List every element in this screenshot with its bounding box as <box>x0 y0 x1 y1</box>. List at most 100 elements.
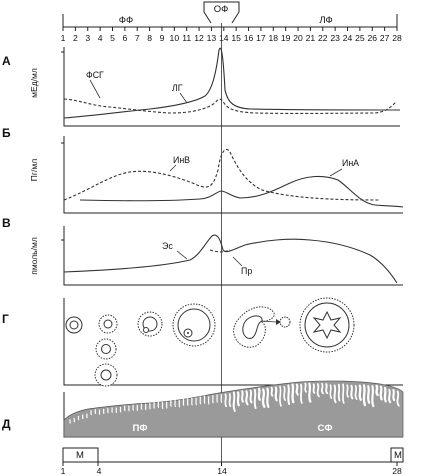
panel-g: Г <box>2 297 403 387</box>
ovulation-phase-box <box>203 1 240 24</box>
inhibin-b-curve <box>63 148 381 201</box>
progesterone-leader <box>232 256 243 267</box>
day-label: 16 <box>244 33 254 43</box>
inhibin-a-curve <box>79 175 404 208</box>
endometrial-gland <box>342 383 345 404</box>
phase-ovulation-label: ОФ <box>214 4 229 15</box>
ovulation-arrow <box>261 320 277 323</box>
day-label: 26 <box>367 33 377 43</box>
day-label: 8 <box>147 33 152 43</box>
panel-b-axes <box>63 136 403 214</box>
endometrial-gland <box>337 383 341 402</box>
endometrial-gland <box>304 382 308 393</box>
graafian-follicle <box>172 303 216 347</box>
endometrial-gland <box>266 387 270 408</box>
panel-g-letter: Г <box>2 312 9 326</box>
bottom-axis: М М 1 4 14 28 <box>61 447 404 476</box>
panel-b: Б Пг/мл ИнВ ИнА <box>2 126 404 214</box>
endometrial-gland <box>261 388 266 408</box>
endometrial-gland <box>312 383 316 394</box>
ovulation-arrow-head <box>276 319 281 325</box>
day-label: 27 <box>380 33 390 43</box>
inhibin-b-leader <box>169 164 177 172</box>
bottom-label-14: 14 <box>217 466 227 476</box>
endometrial-gland <box>287 384 291 405</box>
day-label: 18 <box>269 33 279 43</box>
day-label: 9 <box>160 33 165 43</box>
day-label: 7 <box>135 33 140 43</box>
bottom-label-4: 4 <box>97 466 102 476</box>
endometrium-label-secretory: СФ <box>318 423 333 434</box>
panel-v-axes <box>63 226 403 286</box>
panel-a-letter: А <box>2 54 11 68</box>
endometrial-gland <box>375 384 379 397</box>
endometrial-gland <box>291 383 295 404</box>
endometrial-gland <box>308 382 312 403</box>
estrogen-label: Эс <box>162 241 173 251</box>
endometrial-gland <box>362 384 367 407</box>
endometrial-gland <box>316 383 320 398</box>
bottom-label-1: 1 <box>61 466 66 476</box>
lh-leader <box>179 92 188 104</box>
endometrial-gland <box>274 386 278 402</box>
endometrial-gland <box>257 387 261 401</box>
panel-a-axes <box>63 47 400 127</box>
day-label: 17 <box>256 33 266 43</box>
day-label: 5 <box>110 33 115 43</box>
day-label: 19 <box>281 33 291 43</box>
endometrium-label-proliferative: ПФ <box>133 423 148 434</box>
bottom-label-28: 28 <box>392 466 402 476</box>
endometrial-gland <box>249 389 253 404</box>
panel-d-letter: Д <box>2 417 11 431</box>
endometrial-gland <box>241 390 244 403</box>
endometrial-gland <box>379 385 383 401</box>
progesterone-curve <box>209 249 231 253</box>
day-label: 6 <box>122 33 127 43</box>
endometrial-gland <box>392 389 396 402</box>
estrogen-curve <box>63 234 398 284</box>
fsh-curve <box>63 98 397 114</box>
menses-right-label: М <box>394 450 402 461</box>
progesterone-label: Пр <box>241 266 252 276</box>
endometrial-gland <box>295 383 299 396</box>
lh-curve <box>63 47 401 119</box>
endometrial-gland <box>358 384 362 401</box>
panel-v: В пмоль/мл Эс Пр <box>2 216 403 286</box>
top-day-axis: 1 2 3 4 5 6 7 8 9 10 11 12 13 14 15 16 17 18 19 20 21 22 23 24 2… <box>61 1 402 43</box>
endometrial-gland <box>232 391 236 412</box>
day-label: 13 <box>207 33 217 43</box>
primary-follicle <box>98 314 118 334</box>
endometrial-gland <box>325 383 329 395</box>
phase-luteal-label: ЛФ <box>319 15 332 26</box>
day-label: 15 <box>231 33 241 43</box>
day-label: 4 <box>98 33 103 43</box>
inhibin-a-leader <box>329 168 343 177</box>
tertiary-follicle <box>94 363 118 387</box>
endometrial-gland <box>354 385 358 400</box>
panel-a-ylabel: мЕд/мл <box>29 68 39 98</box>
endometrial-gland <box>396 390 400 407</box>
panel-b-ylabel: Пг/мл <box>29 159 39 181</box>
endometrial-gland <box>371 385 375 408</box>
day-label: 10 <box>170 33 180 43</box>
endometrial-gland <box>333 384 337 404</box>
day-label: 3 <box>85 33 90 43</box>
day-ticks <box>62 27 398 31</box>
day-label: 2 <box>73 33 78 43</box>
endometrial-gland <box>299 383 303 404</box>
fsh-leader <box>89 79 101 99</box>
early-antral-follicle <box>137 311 163 337</box>
endometrial-gland <box>283 385 286 401</box>
day-label: 20 <box>293 33 303 43</box>
day-label: 23 <box>330 33 340 43</box>
day-label: 22 <box>318 33 328 43</box>
endometrial-gland <box>236 391 240 407</box>
endometrial-gland <box>245 390 249 406</box>
day-label: 14 <box>219 33 229 43</box>
endometrial-gland <box>388 388 392 404</box>
panel-a: А мЕд/мл ФСГ ЛГ <box>2 47 401 127</box>
endometrial-gland <box>279 385 282 407</box>
inhibin-a-label: ИнА <box>342 158 359 168</box>
released-oocyte <box>279 316 291 328</box>
